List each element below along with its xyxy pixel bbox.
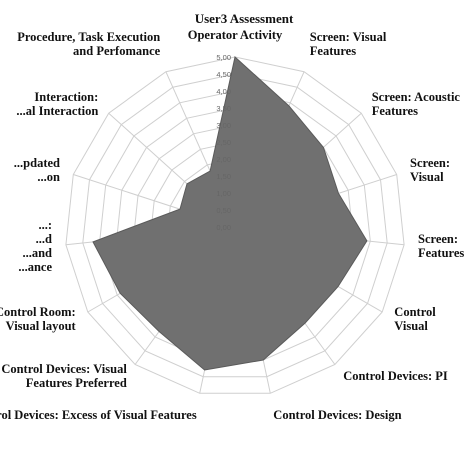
- tick-label: 2,00: [216, 155, 231, 164]
- category-label-line: Control Room:: [0, 305, 76, 319]
- category-label: Screen: Features: [418, 232, 464, 260]
- category-label: ...pdated ...on: [14, 156, 60, 184]
- category-label: Operator Activity: [188, 28, 283, 42]
- category-label-line: ...and: [22, 246, 52, 260]
- tick-label: 5,00: [216, 53, 231, 62]
- tick-label: 3,00: [216, 121, 231, 130]
- category-label: Screen: Visual: [410, 156, 450, 184]
- tick-label: 0,50: [216, 206, 231, 215]
- category-label: Control Devices: PI: [343, 369, 448, 383]
- category-label-line: Features Preferred: [26, 376, 127, 390]
- tick-label: 2,50: [216, 138, 231, 147]
- grid-ring: [82, 73, 388, 378]
- radial-axis-ticks: 0,00 0,50 1,00 1,50 2,00 2,50 3,00 3,50 4,00 4,50…: [216, 53, 231, 232]
- category-label: Control Devices: Excess of Visual Featur…: [0, 408, 197, 422]
- tick-label: 4,50: [216, 70, 231, 79]
- category-label: ...: ...d ...and ...ance: [18, 218, 52, 274]
- category-label: Screen: Acoustic Features: [372, 90, 461, 118]
- category-label-line: ...on: [37, 170, 60, 184]
- category-label-line: Interaction:: [34, 90, 98, 104]
- category-label-line: Procedure, Task Execution: [17, 30, 160, 44]
- category-label-line: ...al Interaction: [16, 104, 98, 118]
- category-label-line: Control Devices: PI: [343, 369, 448, 383]
- category-label: Screen: Visual Features: [310, 30, 387, 58]
- series-area: [92, 56, 368, 371]
- category-label: Control Room: Visual layout: [0, 305, 77, 333]
- category-label-line: Control: [394, 305, 436, 319]
- category-label-line: Operator Activity: [188, 28, 283, 42]
- category-label-line: Control Devices: Visual: [1, 362, 127, 376]
- tick-label: 1,50: [216, 172, 231, 181]
- category-label: Interaction: ...al Interaction: [16, 90, 98, 118]
- category-label: Control Devices: Design: [273, 408, 401, 422]
- grid-ring: [65, 56, 405, 394]
- tick-label: 1,00: [216, 189, 231, 198]
- category-label-line: Control Devices: Excess of Visual Featur…: [0, 408, 197, 422]
- category-label-line: Screen: Acoustic: [372, 90, 461, 104]
- category-label-line: Features: [310, 44, 356, 58]
- category-label: Control Visual: [394, 305, 436, 333]
- category-label: Procedure, Task Execution and Perfomance: [17, 30, 160, 58]
- category-label-line: Visual: [410, 170, 444, 184]
- category-label-line: Visual layout: [6, 319, 77, 333]
- category-label-line: Features: [372, 104, 418, 118]
- tick-label: 3,50: [216, 104, 231, 113]
- category-label-line: Features: [418, 246, 464, 260]
- category-label-line: ...d: [36, 232, 52, 246]
- category-label: Control Devices: Visual Features Preferre…: [1, 362, 127, 390]
- tick-label: 0,00: [216, 223, 231, 232]
- category-label-line: ...:: [38, 218, 52, 232]
- category-label-line: Visual: [394, 319, 428, 333]
- category-label-line: Screen:: [418, 232, 458, 246]
- category-label-line: ...pdated: [14, 156, 60, 170]
- category-label-line: and Perfomance: [73, 44, 161, 58]
- category-label-line: Screen: Visual: [310, 30, 387, 44]
- chart-title: User3 Assessment: [195, 11, 294, 26]
- category-labels: Operator Activity Screen: Visual FeaturesS…: [0, 28, 464, 422]
- category-label-line: Control Devices: Design: [273, 408, 401, 422]
- tick-label: 4,00: [216, 87, 231, 96]
- radar-series: [92, 56, 368, 371]
- category-label-line: Screen:: [410, 156, 450, 170]
- category-label-line: ...ance: [18, 260, 52, 274]
